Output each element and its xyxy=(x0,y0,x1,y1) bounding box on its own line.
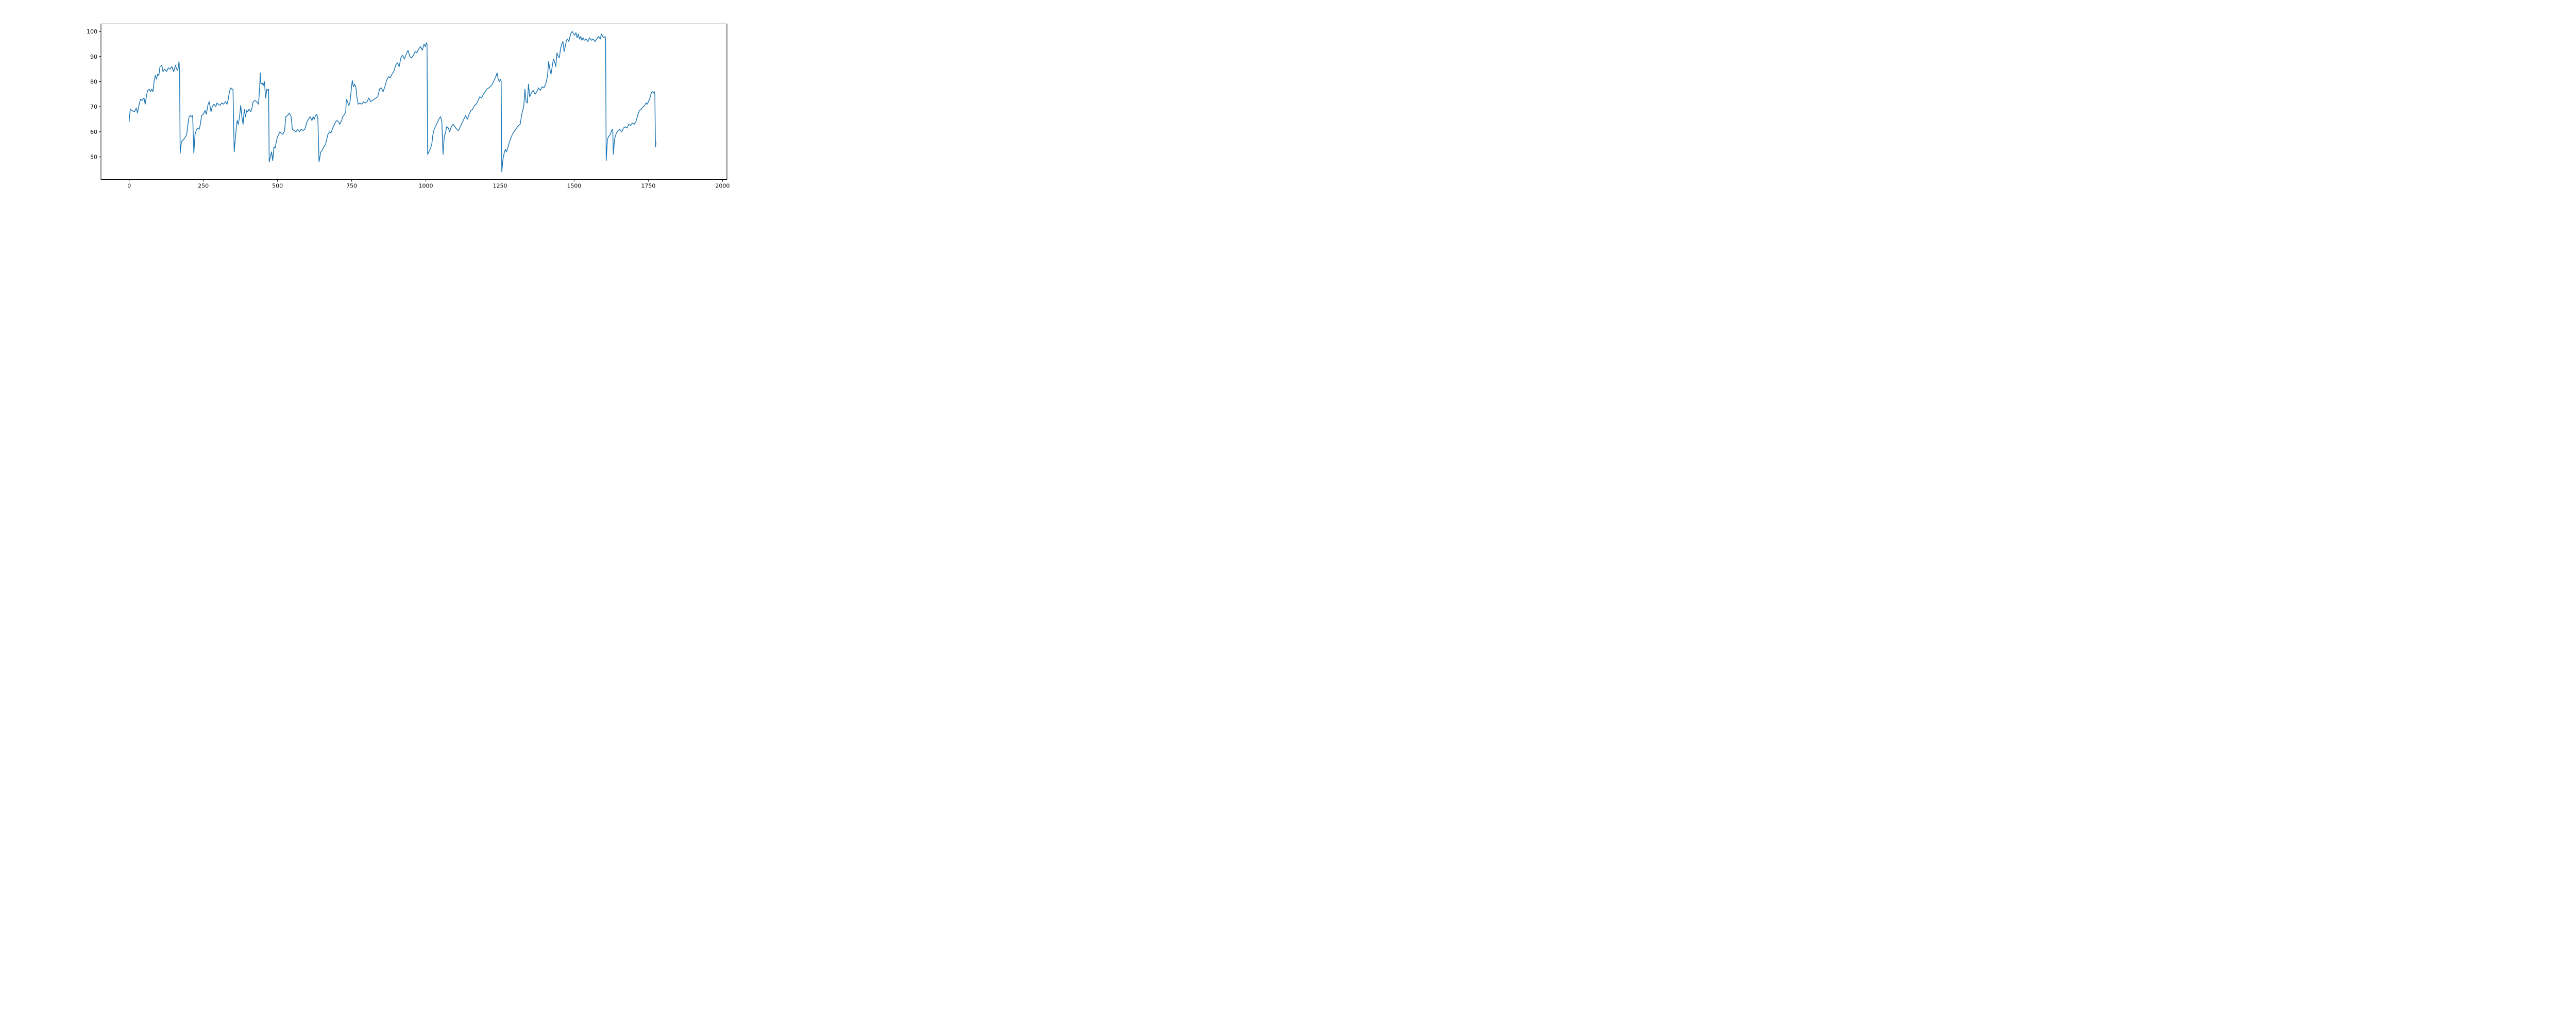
line-chart: 0 250 500 750 1000 1250 1500 1750 2000 50 60 70 80 9… xyxy=(87,24,730,190)
series-layer xyxy=(128,31,657,173)
chart: 0 250 500 750 1000 1250 1500 1750 2000 50 60 70 80 9… xyxy=(0,0,800,200)
y-tick-label: 70 xyxy=(90,104,97,110)
x-tick-label: 1000 xyxy=(419,183,433,190)
y-tick-label: 100 xyxy=(87,28,97,35)
y-tick-label: 50 xyxy=(90,154,97,161)
series-line xyxy=(128,31,657,173)
x-tick-label: 1250 xyxy=(493,183,507,190)
x-axis: 0 250 500 750 1000 1250 1500 1750 2000 xyxy=(127,179,730,190)
x-tick-label: 500 xyxy=(272,183,283,190)
x-tick-label: 1750 xyxy=(641,183,655,190)
x-tick-label: 250 xyxy=(198,183,209,190)
y-axis: 50 60 70 80 90 100 xyxy=(87,28,101,161)
y-tick-label: 80 xyxy=(90,79,97,85)
x-tick-label: 0 xyxy=(127,183,131,190)
y-tick-label: 90 xyxy=(90,54,97,60)
plot-frame xyxy=(100,24,727,180)
y-tick-label: 60 xyxy=(90,129,97,135)
x-tick-label: 750 xyxy=(346,183,357,190)
x-tick-label: 1500 xyxy=(567,183,581,190)
x-tick-label: 2000 xyxy=(715,183,730,190)
